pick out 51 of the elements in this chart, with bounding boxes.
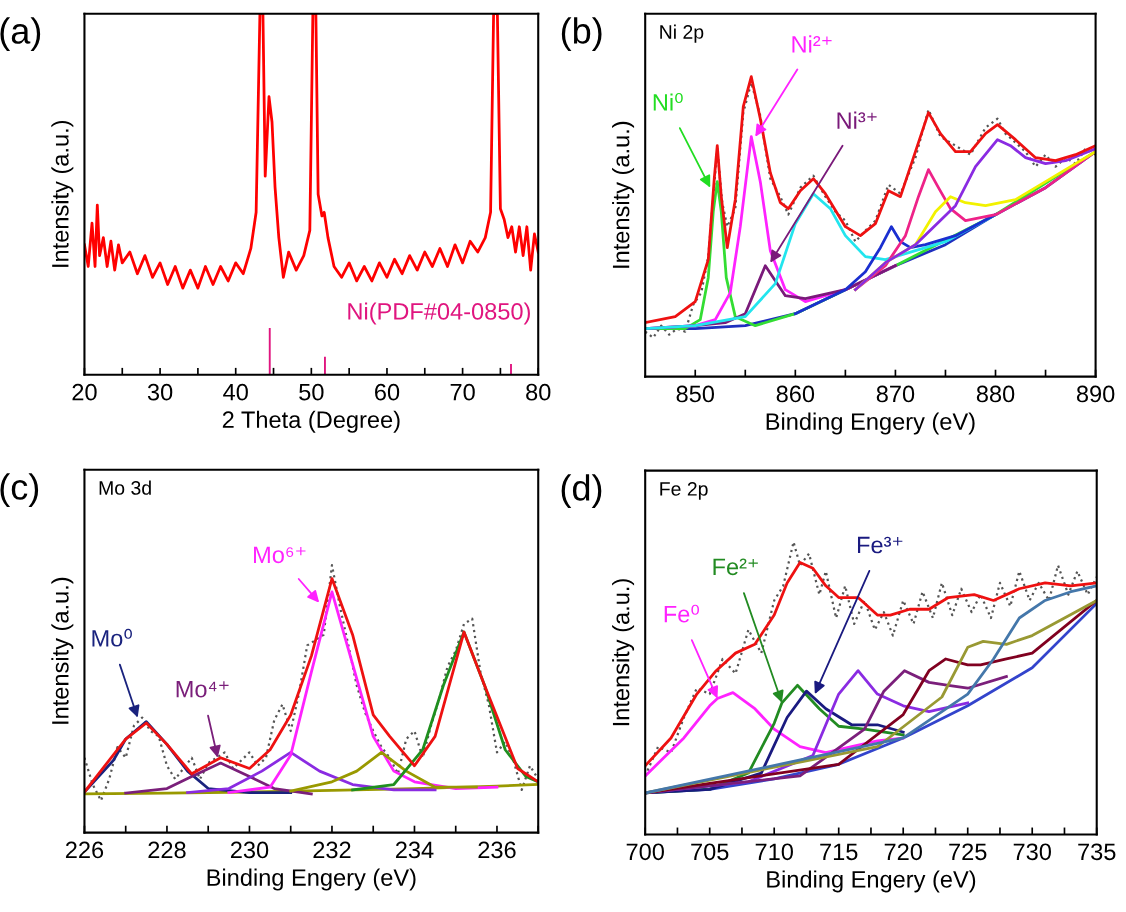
x-axis-title: 2 Theta (Degree) xyxy=(222,410,400,433)
x-tick-label: 870 xyxy=(876,385,915,403)
x-tick-label: 730 xyxy=(1013,843,1051,861)
series-label: Ni(PDF#04-0850) xyxy=(348,302,530,325)
x-tick-label: 705 xyxy=(691,843,729,861)
x-tick-label: 700 xyxy=(626,843,664,861)
annotation: Fe³⁺ xyxy=(857,536,903,554)
x-tick-label: 234 xyxy=(395,841,434,859)
x-axis-title: Binding Engery (eV) xyxy=(766,412,975,435)
annotation: Mo⁰ xyxy=(92,628,132,647)
chart-title: (c) xyxy=(0,473,39,507)
y-axis-title: Intensity (a.u.) xyxy=(612,121,635,268)
y-axis-title: Intensity (a.u.) xyxy=(612,579,635,726)
x-tick-label: 860 xyxy=(776,385,815,403)
x-axis-title: Binding Engery (eV) xyxy=(207,868,416,891)
annotation: Ni²⁺ xyxy=(792,35,832,53)
annotation: Ni⁰ xyxy=(653,93,683,111)
y-axis-title: Intensity (a.u.) xyxy=(51,120,74,267)
x-tick-label: 50 xyxy=(299,383,324,401)
text: Ni 2p xyxy=(660,24,704,43)
x-tick-label: 20 xyxy=(72,383,97,401)
x-tick-label: 228 xyxy=(148,841,186,859)
annotation: Ni³⁺ xyxy=(837,111,877,129)
x-tick-label: 230 xyxy=(230,841,269,859)
annotation: Fe⁰ xyxy=(664,604,700,623)
x-axis-title: Binding Engery (eV) xyxy=(767,870,976,893)
x-tick-label: 850 xyxy=(676,385,715,403)
x-tick-label: 70 xyxy=(450,383,475,401)
x-tick-label: 80 xyxy=(526,383,551,401)
chart-title: (a) xyxy=(0,17,41,51)
x-tick-label: 710 xyxy=(755,843,793,861)
x-tick-label: 735 xyxy=(1078,843,1116,861)
annotation: Fe²⁺ xyxy=(713,558,758,576)
x-tick-label: 715 xyxy=(820,843,858,861)
x-tick-label: 720 xyxy=(884,843,922,861)
x-tick-label: 890 xyxy=(1076,385,1115,403)
chart-title: (d) xyxy=(561,474,602,508)
annotation: Mo⁴⁺ xyxy=(176,680,229,698)
x-tick-label: 725 xyxy=(949,843,987,861)
annotation: Mo⁶⁺ xyxy=(254,546,306,564)
chart-title: (b) xyxy=(561,17,602,51)
x-tick-label: 880 xyxy=(976,385,1015,403)
x-tick-label: 60 xyxy=(375,383,400,401)
x-tick-label: 40 xyxy=(223,383,248,401)
text: Fe 2p xyxy=(660,482,708,500)
x-tick-label: 226 xyxy=(65,841,104,859)
x-tick-label: 236 xyxy=(478,841,516,859)
y-axis-title: Intensity (a.u.) xyxy=(51,577,74,724)
x-tick-label: 232 xyxy=(313,841,351,859)
text: Mo 3d xyxy=(99,480,151,495)
x-tick-label: 30 xyxy=(147,383,173,401)
